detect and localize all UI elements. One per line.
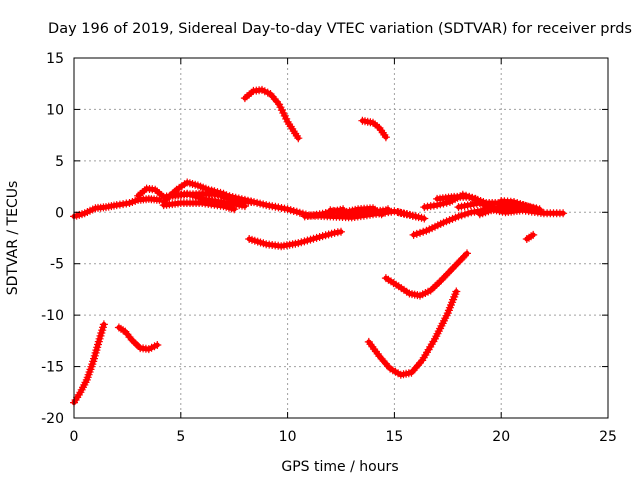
data-point (535, 205, 544, 214)
data-point (384, 205, 392, 214)
y-tick-label: 0 (55, 205, 64, 221)
data-point (452, 287, 461, 296)
x-tick-label: 15 (385, 429, 403, 445)
series-arc-16 (381, 249, 471, 300)
data-point (99, 320, 108, 329)
series-line (383, 250, 470, 299)
data-point (559, 209, 568, 218)
y-tick-label: -15 (41, 360, 64, 376)
y-tick-label: 10 (46, 102, 64, 118)
data-point (420, 214, 429, 223)
series-line (524, 232, 536, 242)
series-arc-02 (114, 323, 162, 354)
data-point (463, 249, 471, 258)
series-arc-18 (409, 206, 489, 239)
y-axis-label: SDTVAR / TECUs (5, 181, 21, 296)
data-point (247, 198, 256, 206)
series-arc-14 (337, 204, 392, 219)
ticks: 0 5 10 15 20 25 -20 -15 -10 -5 0 5 10 15 (41, 51, 617, 445)
data-point (337, 227, 345, 236)
series-arc-03 (70, 194, 164, 221)
data-point (529, 230, 538, 239)
plot-frame (73, 57, 609, 419)
x-tick-label: 0 (70, 429, 79, 445)
data-point (294, 134, 303, 143)
series-arc-23 (497, 197, 544, 214)
series-arc-15 (394, 208, 429, 223)
series-arc-09 (240, 85, 303, 143)
data-point (153, 341, 162, 349)
y-tick-label: 5 (55, 154, 64, 170)
chart-title: Day 196 of 2019, Sidereal Day-to-day VTE… (48, 21, 632, 37)
series-arc-11 (245, 227, 345, 251)
series-arc-10 (358, 116, 390, 142)
x-tick-label: 25 (599, 429, 617, 445)
x-tick-label: 10 (279, 429, 297, 445)
series-arc-17 (364, 287, 461, 379)
data-point (381, 133, 390, 142)
y-tick-label: 15 (46, 51, 64, 67)
series-arc-24 (522, 230, 538, 243)
y-tick-label: -20 (41, 411, 64, 427)
series-arc-07 (166, 189, 249, 211)
series-arc-08 (208, 187, 256, 206)
x-tick-label: 20 (492, 429, 510, 445)
series-arc-01 (70, 320, 108, 407)
y-tick-label: -10 (41, 308, 64, 324)
y-tick-label: -5 (50, 257, 64, 273)
series-layer (70, 85, 568, 407)
x-axis-label: GPS time / hours (281, 459, 398, 475)
x-tick-label: 5 (176, 429, 185, 445)
